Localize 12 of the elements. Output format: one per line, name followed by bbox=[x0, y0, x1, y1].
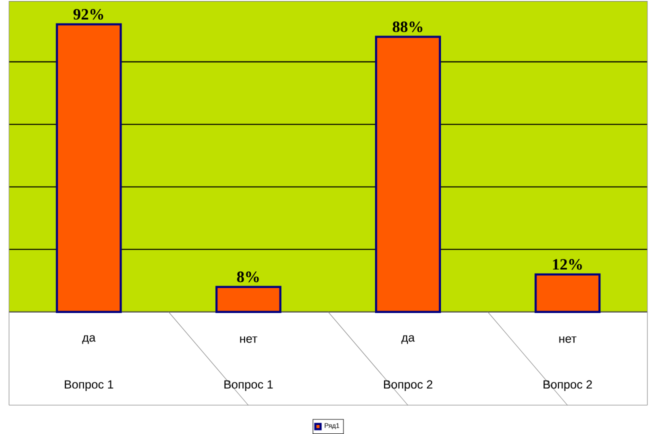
text: Вопрос 1 bbox=[64, 380, 114, 391]
x-tick-label: нет bbox=[559, 336, 576, 343]
text: Вопрос 1 bbox=[224, 380, 273, 391]
x-tick-label: да bbox=[82, 335, 96, 344]
data-label: 92% bbox=[73, 8, 104, 20]
data-label: 12% bbox=[553, 259, 582, 270]
data-label: 88% bbox=[392, 21, 422, 32]
data-label: 8% bbox=[237, 272, 259, 282]
text: Вопрос 2 bbox=[544, 380, 592, 391]
text: Вопрос 2 bbox=[384, 380, 432, 391]
x-tick-label: нет bbox=[240, 336, 258, 343]
x-tick-label: да bbox=[401, 335, 415, 344]
